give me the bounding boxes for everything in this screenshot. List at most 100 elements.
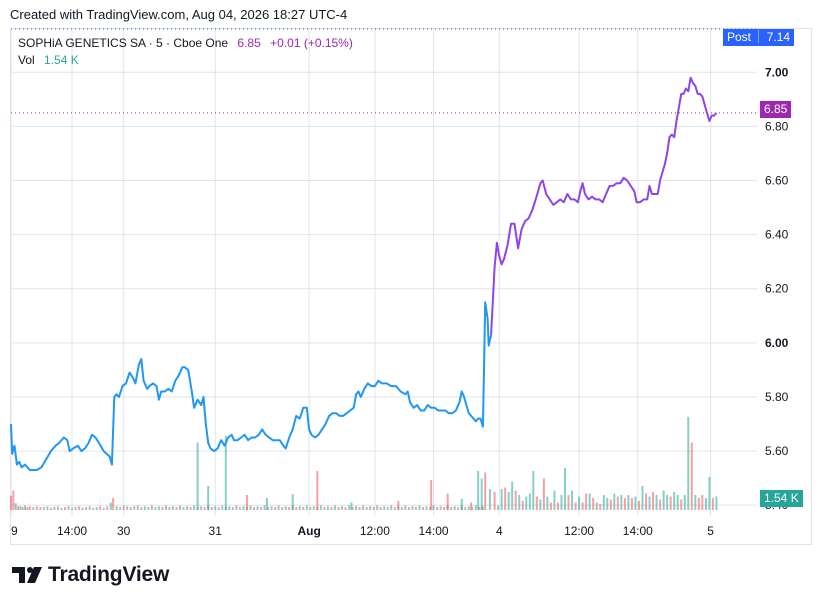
- volume-bar: [430, 480, 433, 510]
- volume-bar: [46, 506, 49, 510]
- volume-bar: [323, 507, 326, 510]
- volume-bar: [99, 506, 102, 510]
- volume-bar: [291, 494, 294, 510]
- volume-bar: [694, 495, 697, 510]
- legend-price: 6.85: [237, 36, 261, 50]
- volume-bar: [379, 507, 382, 510]
- volume-bar: [14, 503, 17, 510]
- volume-bar: [673, 492, 676, 510]
- volume-bar: [274, 507, 277, 510]
- x-tick-label: Aug: [297, 524, 320, 538]
- volume-bar: [78, 506, 81, 510]
- volume-bar: [267, 507, 270, 510]
- regular-price-line: [10, 301, 493, 471]
- volume-bar: [471, 507, 474, 510]
- volume-bar: [224, 435, 227, 510]
- x-tick-label: 14:00: [623, 524, 653, 538]
- volume-bar: [362, 505, 365, 510]
- volume-bar: [157, 506, 160, 510]
- volume-bar: [56, 506, 59, 510]
- volume-bar: [171, 506, 174, 510]
- volume-bar: [507, 492, 510, 510]
- volume-bar: [439, 506, 442, 510]
- volume-bar: [669, 496, 672, 510]
- volume-bar: [263, 505, 266, 510]
- volume-bar: [634, 496, 637, 510]
- volume-bar: [542, 478, 545, 510]
- volume-bar: [376, 505, 379, 510]
- volume-bar: [525, 496, 528, 510]
- volume-bar: [355, 506, 358, 510]
- y-tick-label: 6.20: [765, 282, 789, 296]
- volume-bar: [32, 507, 35, 510]
- y-tick-label: 5.60: [765, 444, 789, 458]
- volume-bar: [265, 498, 268, 510]
- volume-bar: [404, 505, 407, 510]
- volume-bar: [592, 498, 595, 510]
- volume-bar: [277, 505, 280, 510]
- volume-bar: [595, 502, 598, 510]
- volume-bar: [687, 417, 690, 510]
- volume-bar: [88, 506, 91, 510]
- volume-bar: [330, 507, 333, 510]
- volume-bar: [143, 506, 146, 510]
- volume-bar: [284, 506, 287, 510]
- tradingview-logo[interactable]: TradingView: [12, 562, 169, 588]
- volume-bar: [518, 495, 521, 510]
- volume-bar: [620, 495, 623, 510]
- volume-tag: 1.54 K: [760, 490, 803, 507]
- volume-bar: [397, 501, 400, 510]
- volume-bar: [302, 507, 305, 510]
- y-tick-label: 5.80: [765, 390, 789, 404]
- x-tick-label: 12:00: [564, 524, 594, 538]
- volume-bar: [326, 506, 329, 510]
- x-tick-label: 14:00: [419, 524, 449, 538]
- volume-bar: [429, 507, 432, 510]
- volume-bar: [179, 505, 182, 510]
- volume-bar: [341, 506, 344, 510]
- volume-bar: [645, 493, 648, 510]
- volume-bar: [337, 507, 340, 510]
- volume-bar: [704, 498, 707, 510]
- volume-bar: [28, 506, 31, 510]
- volume-label[interactable]: Vol: [18, 53, 35, 67]
- volume-bar: [365, 507, 368, 510]
- volume-bar: [39, 507, 42, 510]
- volume-bar: [95, 507, 98, 510]
- volume-bar: [680, 499, 683, 510]
- chart-caption: Created with TradingView.com, Aug 04, 20…: [10, 7, 348, 22]
- volume-bar: [249, 505, 252, 510]
- symbol-label[interactable]: SOPHiA GENETICS SA · 5 · Cboe One: [18, 36, 229, 50]
- volume-bar: [470, 502, 473, 510]
- x-tick-label: 5: [707, 524, 714, 538]
- volume-bar: [147, 507, 150, 510]
- volume-bar: [182, 507, 185, 510]
- volume-bar: [189, 507, 192, 510]
- volume-bar: [697, 498, 700, 510]
- volume-bar: [574, 502, 577, 510]
- volume-bar: [676, 495, 679, 510]
- volume-bar: [453, 506, 456, 510]
- volume-bar: [298, 506, 301, 510]
- volume-bar: [221, 505, 224, 510]
- volume-bar: [493, 492, 496, 510]
- volume-bar: [481, 506, 484, 510]
- volume-bar: [235, 505, 238, 510]
- volume-bar: [67, 506, 70, 510]
- volume-bar: [474, 505, 477, 510]
- volume-bar: [585, 493, 588, 510]
- volume-bar: [140, 507, 143, 510]
- volume-bar: [421, 507, 424, 510]
- volume-bar: [488, 489, 491, 510]
- volume-bar: [662, 490, 665, 510]
- volume-bar: [228, 506, 231, 510]
- volume-bar: [154, 507, 157, 510]
- volume-bar: [666, 495, 669, 510]
- volume-bar: [701, 495, 704, 510]
- volume-bar: [369, 506, 372, 510]
- volume-bar: [652, 492, 655, 510]
- volume-bar: [238, 507, 241, 510]
- volume-bar: [613, 493, 616, 510]
- volume-bar: [400, 507, 403, 510]
